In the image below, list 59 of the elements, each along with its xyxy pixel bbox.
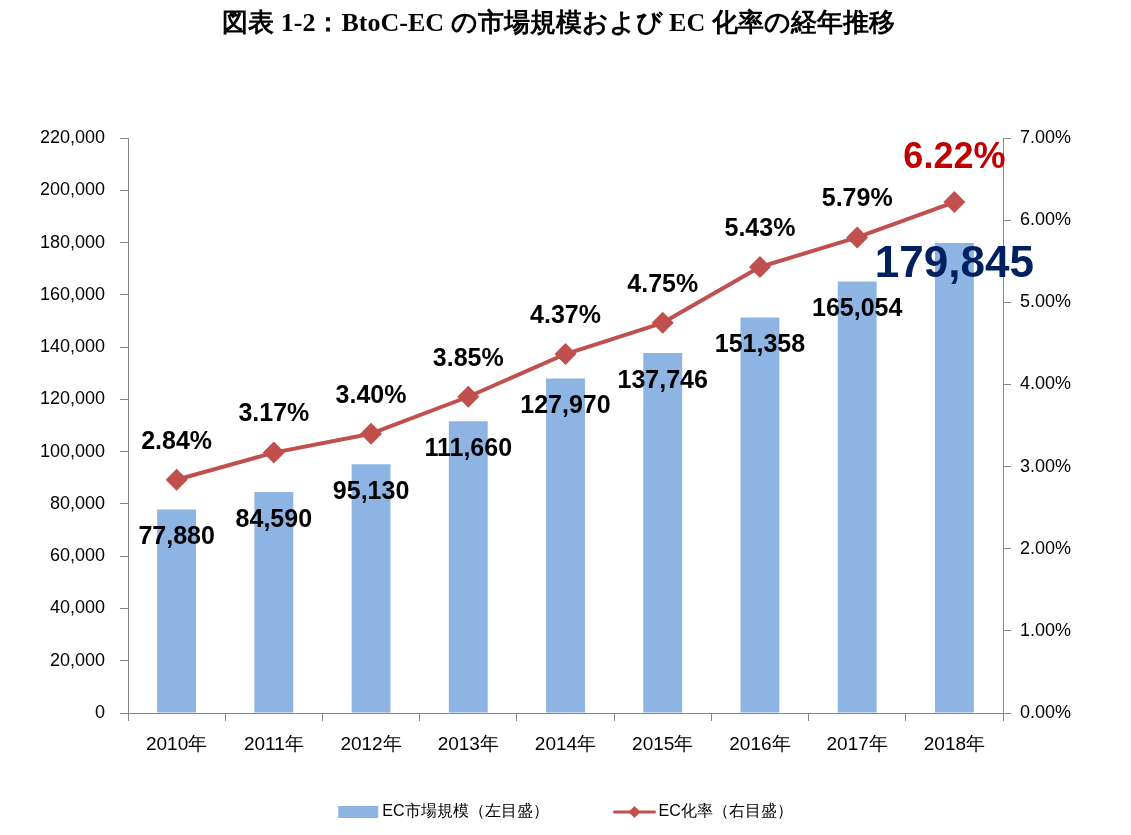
y-tick-label: 60,000 [49, 545, 105, 566]
data-label: 77,880 [138, 521, 215, 550]
y2-tick-label: 7.00% [1020, 126, 1072, 147]
y-tick-label: 140,000 [39, 336, 105, 357]
y-tick-label: 220,000 [39, 126, 105, 147]
point [165, 468, 188, 491]
y-tick-label: 0 [94, 701, 105, 722]
legend-label: EC市場規模（左目盛） [382, 802, 549, 820]
y-tick-label: 200,000 [39, 179, 105, 200]
x-tick-label: 2016年 [729, 732, 791, 754]
y2-tick-label: 6.00% [1020, 209, 1072, 230]
data-label: 3.17% [238, 398, 310, 427]
y2-tick-label: 0.00% [1020, 701, 1072, 722]
legend-label: EC化率（右目盛） [658, 802, 793, 820]
data-label: 111,660 [424, 433, 513, 462]
y2-tick-label: 2.00% [1020, 537, 1072, 558]
point [748, 255, 771, 278]
point [360, 422, 383, 445]
point [262, 441, 285, 464]
data-label: 5.43% [724, 212, 796, 241]
data-label: 127,970 [520, 390, 611, 419]
point [651, 311, 674, 334]
y-tick-label: 20,000 [49, 649, 105, 670]
data-label: 6.22% [903, 134, 1006, 176]
y-tick-label: 120,000 [39, 388, 105, 409]
point [554, 343, 577, 366]
y2-tick-label: 4.00% [1020, 373, 1072, 394]
x-tick-label: 2014年 [534, 732, 597, 754]
data-label: 5.79% [821, 183, 893, 212]
y2-tick-label: 1.00% [1020, 619, 1072, 640]
y-tick-label: 160,000 [39, 283, 105, 304]
y-tick-label: 180,000 [39, 231, 105, 252]
data-label: 95,130 [332, 476, 410, 505]
x-tick-label: 2012年 [340, 732, 402, 754]
x-tick-label: 2017年 [826, 732, 888, 754]
data-label: 137,746 [617, 364, 708, 393]
y-tick-label: 40,000 [49, 597, 105, 618]
y2-tick-label: 5.00% [1020, 291, 1072, 312]
data-label: 151,358 [714, 329, 806, 358]
data-label: 84,590 [235, 503, 313, 532]
x-tick-label: 2010年 [145, 732, 208, 754]
x-tick-label: 2013年 [437, 732, 499, 754]
data-label: 2.84% [141, 425, 213, 454]
data-label: 4.37% [530, 299, 601, 328]
chart-title: 図表 1-2：BtoC-EC の市場規模および EC 化率の経年推移 [222, 7, 895, 37]
data-label: 179,845 [874, 237, 1034, 287]
point [943, 191, 966, 214]
point [457, 385, 480, 408]
data-label: 3.85% [432, 342, 504, 371]
x-tick-label: 2018年 [923, 732, 986, 754]
x-tick-label: 2011年 [243, 732, 304, 754]
y-tick-label: 100,000 [39, 440, 105, 461]
data-label: 165,054 [811, 293, 903, 322]
data-label: 4.75% [627, 268, 699, 297]
y2-tick-label: 3.00% [1020, 455, 1072, 476]
y-tick-label: 80,000 [49, 492, 105, 513]
data-label: 3.40% [335, 379, 407, 408]
point [846, 226, 869, 249]
x-tick-label: 2015年 [632, 732, 694, 754]
